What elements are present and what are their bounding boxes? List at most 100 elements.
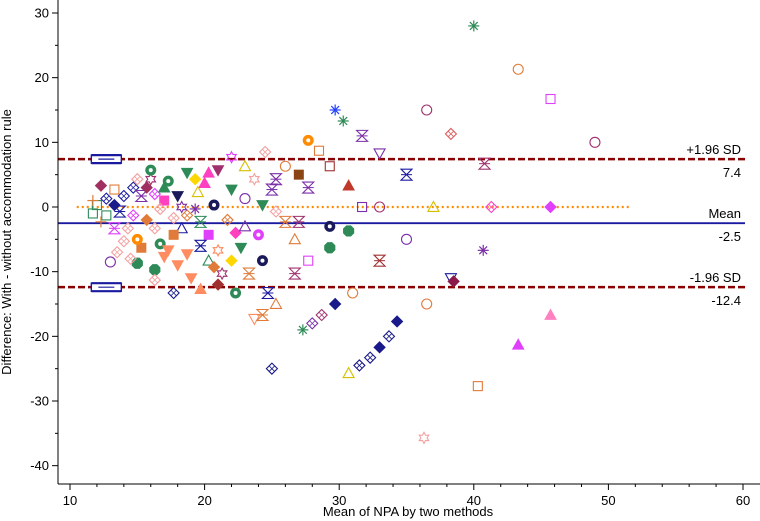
data-point [373,341,386,354]
data-point [148,273,162,287]
data-point [148,187,162,201]
data-point [374,201,386,213]
data-point [468,20,480,32]
data-point [426,200,440,212]
data-point [297,324,309,336]
data-point [131,172,144,186]
data-point [248,172,261,186]
data-point [180,167,194,180]
data-point [161,245,175,257]
data-point [288,232,302,245]
data-point [104,256,116,268]
data-point [131,233,143,245]
data-point [512,63,524,75]
x-tick-label: 20 [197,493,211,508]
data-point [363,351,377,364]
data-point [544,200,557,214]
data-point [287,267,302,280]
data-point [293,169,304,180]
data-point [157,251,171,264]
data-point [211,278,225,291]
data-point [167,211,180,225]
data-point [175,200,188,214]
data-point [87,208,98,219]
upper-loa-ci-marker [90,154,123,165]
data-point [301,181,316,194]
data-point [265,183,279,196]
data-point [545,93,556,105]
data-point [180,249,194,261]
data-point [324,161,335,172]
data-point [390,315,404,328]
data-point [485,200,498,214]
data-point [134,189,149,203]
data-point [447,275,460,288]
data-point [124,252,137,266]
data-point [342,179,355,191]
data-point [269,297,283,309]
data-point [162,175,174,187]
y-tick-label: 0 [42,200,49,215]
y-tick-label: 30 [35,6,49,21]
x-tick-label: 40 [467,493,481,508]
data-point [149,264,161,276]
upper-loa-value: 7.4 [723,165,741,180]
data-point [357,201,368,213]
data-point [444,127,458,141]
x-tick-label: 50 [601,493,615,508]
y-tick-label: 20 [35,70,49,85]
data-point [373,148,387,160]
data-point [324,242,336,254]
data-point [193,215,208,228]
data-point [91,200,102,211]
y-tick-label: -10 [30,264,49,279]
data-point [421,104,433,116]
data-point [140,181,153,194]
data-point [400,233,413,245]
data-point [203,229,214,240]
data-point [194,282,207,295]
data-point [101,210,112,221]
data-point [198,176,211,188]
data-point [261,286,275,300]
x-tick-label: 60 [736,493,750,508]
data-point [353,359,366,372]
lower-loa-ci-marker [90,282,123,293]
reference-labels: +1.96 SD 7.4 Mean -2.5 -1.96 SD -12.4 [686,142,741,308]
data-point [159,195,170,206]
y-tick-label: -40 [30,458,49,473]
data-point [175,221,189,234]
data-point [136,242,147,253]
data-point [212,243,224,258]
data-point [302,134,314,146]
data-point [184,273,198,285]
data-point [306,317,319,330]
mean-label: Mean [708,206,741,221]
data-point [252,229,264,241]
data-point [265,362,279,375]
data-point [343,225,355,237]
y-tick-label: -20 [30,329,49,344]
data-point [242,267,256,280]
data-point [258,145,272,159]
data-point [157,181,171,193]
data-point [131,257,143,269]
data-point [544,308,557,320]
data-point [239,193,251,205]
data-point [229,226,242,240]
reference-lines [58,154,745,293]
data-point [145,164,157,176]
data-point [140,213,153,227]
data-point [269,173,283,186]
data-point [216,266,228,281]
data-point [324,220,336,232]
data-point [108,198,121,212]
mean-value: -2.5 [719,229,741,244]
data-point [329,104,341,116]
data-point [291,215,306,228]
data-point [153,202,167,216]
data-point [225,184,238,197]
data-point [225,150,238,164]
y-axis-title: Difference: With - without accommodation… [0,109,14,375]
data-point [221,213,234,227]
